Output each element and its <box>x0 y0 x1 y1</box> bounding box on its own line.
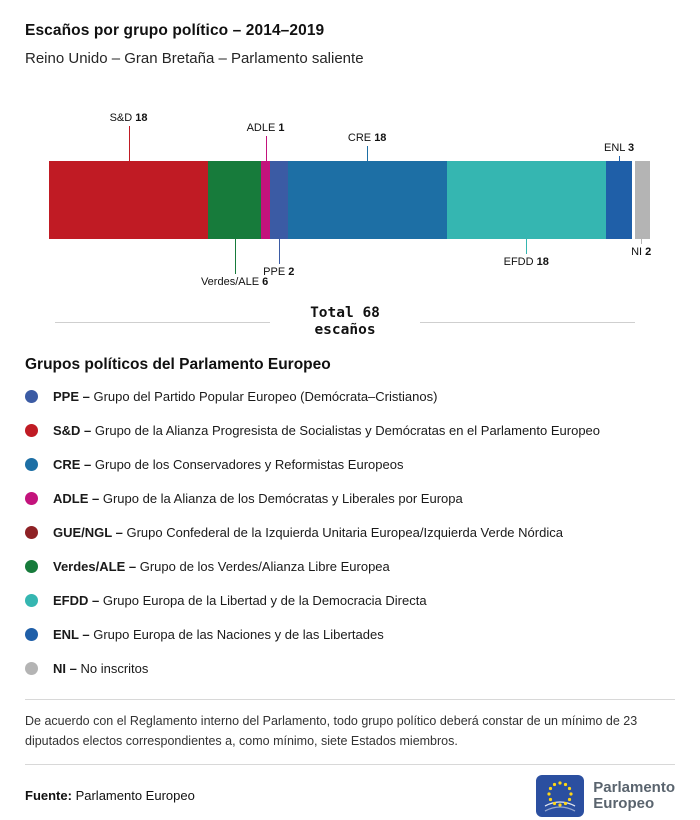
legend-dot-sd <box>25 424 38 438</box>
bar-label-efdd: EFDD 18 <box>503 256 549 268</box>
legend-item-sd: S&D – Grupo de la Alianza Progresista de… <box>25 414 675 448</box>
legend-item-ni: NI – No inscritos <box>25 652 675 686</box>
legend-label-ppe: PPE – Grupo del Partido Popular Europeo … <box>53 389 438 405</box>
eu-flag-icon <box>536 774 585 817</box>
legend-label-enl: ENL – Grupo Europa de las Naciones y de … <box>53 627 384 643</box>
legend-dot-ppe <box>25 390 38 404</box>
bar-segment-sd <box>49 161 209 239</box>
legend-dot-enl <box>25 628 38 642</box>
total-rule-left <box>55 321 270 323</box>
leader-line-adle <box>265 136 267 161</box>
ep-logo-text-line2: Europeo <box>593 794 655 812</box>
bar-segment-enl <box>605 161 633 239</box>
legend-item-enl: ENL – Grupo Europa de las Naciones y de … <box>25 618 675 652</box>
total-seats-line1: Total 68 <box>310 305 380 321</box>
leader-line-efdd <box>526 239 528 254</box>
leader-line-verdes <box>234 239 236 274</box>
bar-segment-adle <box>261 161 270 239</box>
legend-item-ppe: PPE – Grupo del Partido Popular Europeo … <box>25 380 675 414</box>
bar-label-sd: S&D 18 <box>109 112 148 124</box>
footnote: De acuerdo con el Reglamento interno del… <box>25 713 638 748</box>
source-label: Fuente: <box>25 788 72 804</box>
legend-list: PPE – Grupo del Partido Popular Europeo … <box>25 380 675 686</box>
legend-dot-verdes-ale <box>25 560 38 574</box>
leader-line-ni <box>641 239 643 244</box>
legend-dot-efdd <box>25 594 38 608</box>
bar-segment-ppe <box>269 161 288 239</box>
bar-label-ppe: PPE 2 <box>263 266 295 278</box>
footer: Fuente: Parlamento Europeo <box>25 774 675 817</box>
legend-label-gue-ngl: GUE/NGL – Grupo Confederal de la Izquier… <box>53 525 563 541</box>
bar-segment-efdd <box>446 161 606 239</box>
seats-chart: S&D 18 Verdes/ALE 6 ADLE 1 PPE 2 CRE 18 EFDD … <box>49 111 652 293</box>
legend-dot-gue-ngl <box>25 526 38 540</box>
legend-item-cre: CRE – Grupo de los Conservadores y Refor… <box>25 448 675 482</box>
bar-label-ni: NI 2 <box>631 246 652 258</box>
page-subtitle: Reino Unido – Gran Bretaña – Parlamento … <box>25 50 364 67</box>
legend-dot-cre <box>25 458 38 472</box>
total-seats-line2: escaños <box>314 322 376 339</box>
bar-segment-ni <box>632 161 650 239</box>
legend-label-ni: NI – No inscritos <box>53 661 149 677</box>
legend-dot-ni <box>25 662 38 676</box>
bar-label-cre: CRE 18 <box>347 132 387 144</box>
legend-label-efdd: EFDD – Grupo Europa de la Libertad y de … <box>53 593 427 609</box>
bar-label-verdes: Verdes/ALE 6 <box>200 276 269 288</box>
page-title: Escaños por grupo político – 2014–2019 <box>25 22 325 39</box>
bar-segment-cre <box>287 161 447 239</box>
leader-line-sd <box>128 126 130 161</box>
legend-heading: Grupos políticos del Parlamento Europeo <box>25 355 331 373</box>
legend-item-adle: ADLE – Grupo de la Alianza de los Demócr… <box>25 482 675 516</box>
leader-line-ppe <box>278 239 280 264</box>
legend-item-verdes-ale: Verdes/ALE – Grupo de los Verdes/Alianza… <box>25 550 675 584</box>
legend-dot-adle <box>25 492 38 506</box>
total-seats-row: Total 68 escaños <box>55 305 635 340</box>
ep-logo-text: Parlamento Europeo <box>593 778 675 812</box>
ep-logo: Parlamento Europeo <box>536 774 675 817</box>
legend-label-sd: S&D – Grupo de la Alianza Progresista de… <box>53 423 601 439</box>
total-seats-label: Total 68 escaños <box>270 305 420 340</box>
bar-segment-verdes <box>208 161 262 239</box>
leader-line-enl <box>619 156 621 161</box>
divider-top <box>25 698 675 700</box>
source: Fuente: Parlamento Europeo <box>25 788 195 803</box>
legend-label-cre: CRE – Grupo de los Conservadores y Refor… <box>53 457 404 473</box>
legend-label-adle: ADLE – Grupo de la Alianza de los Demócr… <box>53 491 463 507</box>
leader-line-cre <box>367 146 369 161</box>
divider-bottom <box>25 763 675 765</box>
legend-item-efdd: EFDD – Grupo Europa de la Libertad y de … <box>25 584 675 618</box>
bar-label-enl: ENL 3 <box>603 142 635 154</box>
ep-logo-text-line1: Parlamento <box>593 778 675 796</box>
legend-label-verdes-ale: Verdes/ALE – Grupo de los Verdes/Alianza… <box>53 559 390 575</box>
source-value: Parlamento Europeo <box>75 788 195 804</box>
bar-label-adle: ADLE 1 <box>246 122 285 134</box>
stacked-bar <box>49 161 650 239</box>
legend-item-gue-ngl: GUE/NGL – Grupo Confederal de la Izquier… <box>25 516 675 550</box>
total-rule-right <box>420 321 635 323</box>
